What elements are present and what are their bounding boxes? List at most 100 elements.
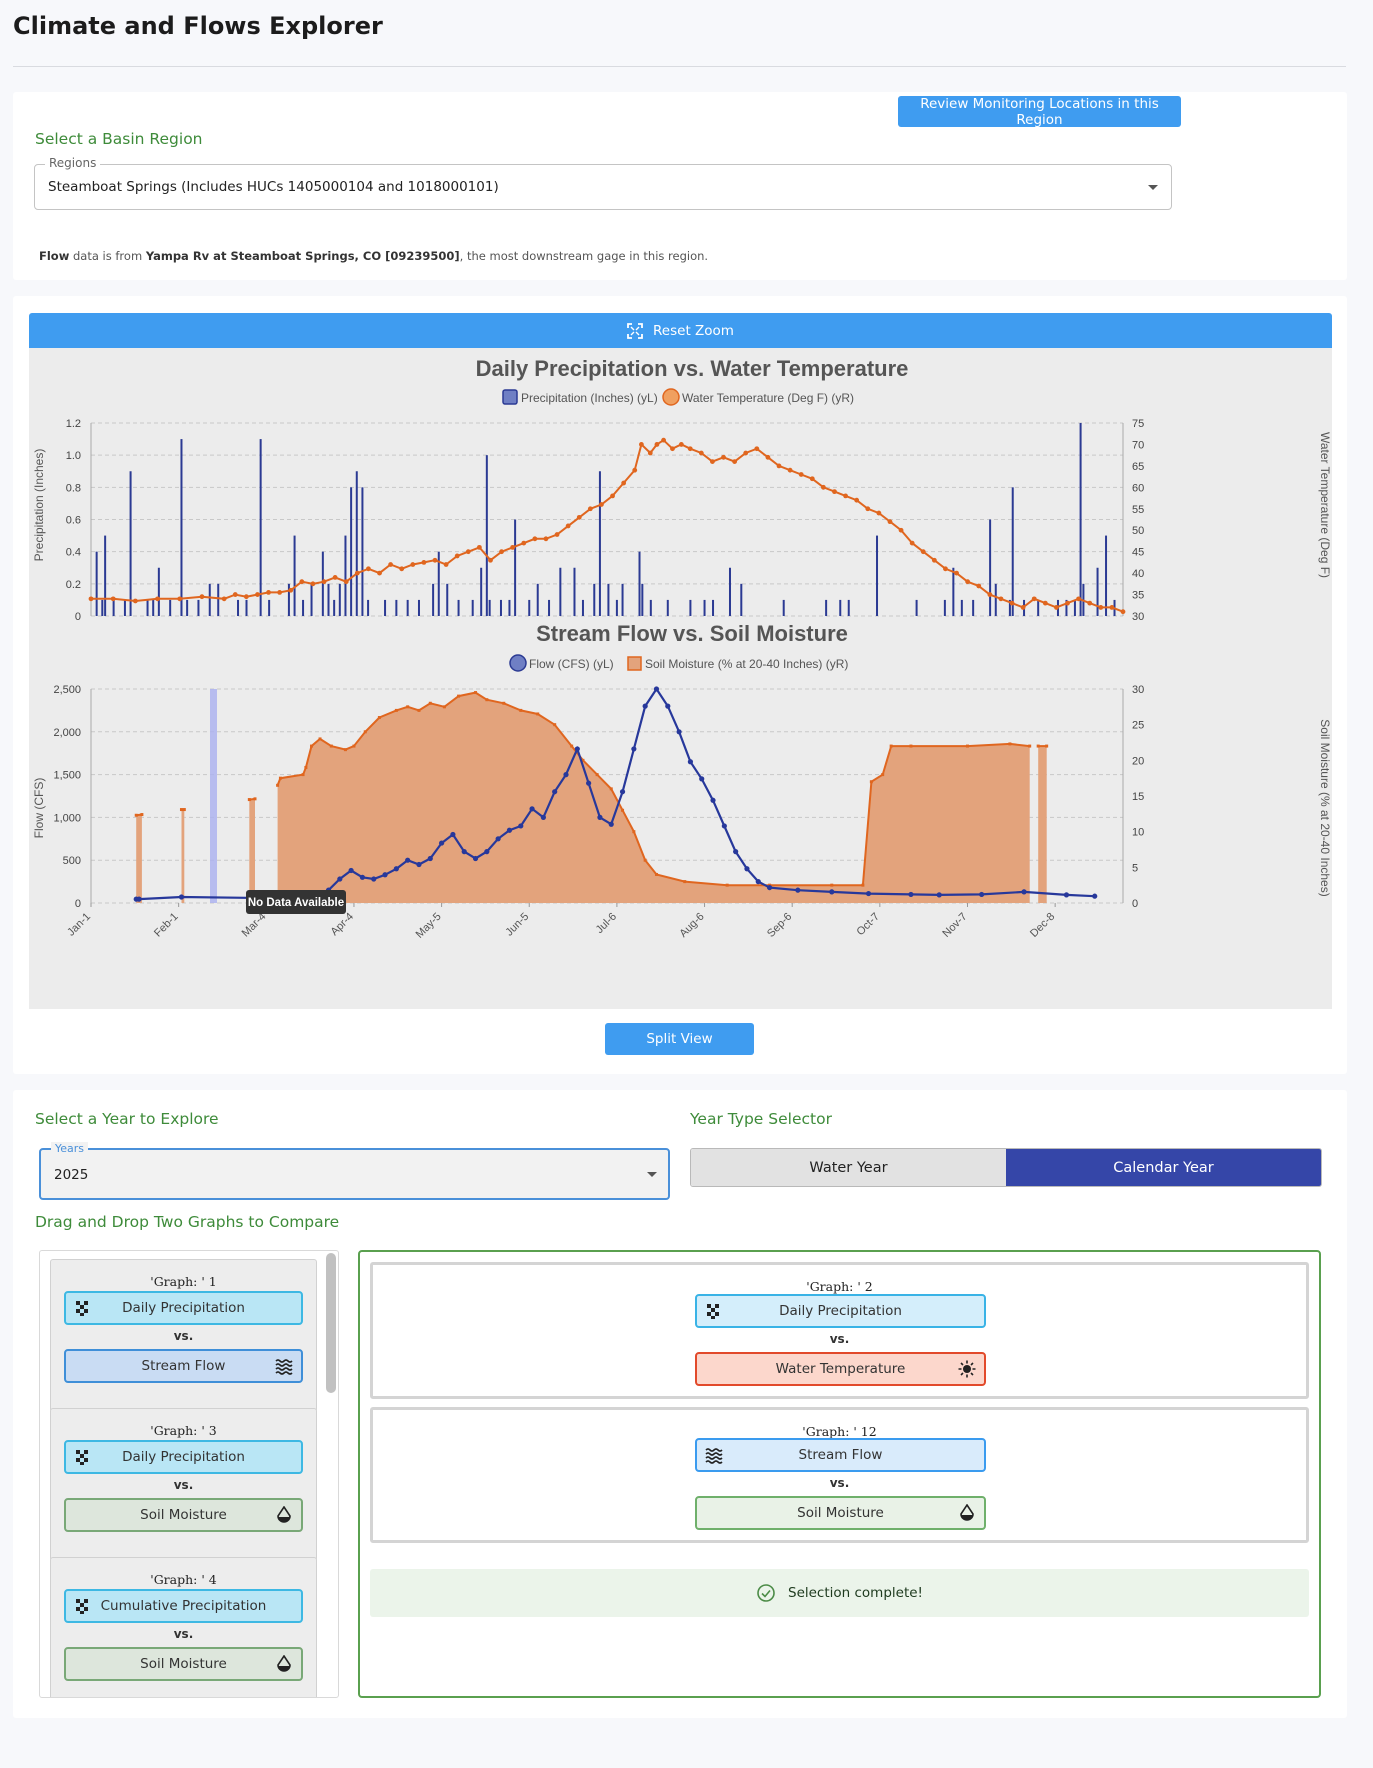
temp-point [1120,609,1126,615]
list-scrollbar[interactable] [326,1253,336,1393]
water-year-toggle[interactable]: Water Year [691,1149,1006,1186]
chip-label: Soil Moisture [797,1505,884,1521]
temp-point [255,592,260,597]
xtick-label: Feb-1 [152,911,181,940]
chart1-title: Daily Precipitation vs. Water Temperatur… [476,356,909,381]
temp-point [854,497,860,503]
selected-graph-2[interactable]: 'Graph: ' 2 Daily Precipitation vs. Wate… [370,1262,1309,1399]
temp-point [898,527,904,533]
sun-icon [958,1360,976,1378]
precip-bar [217,583,220,616]
chip-cumulative-precipitation[interactable]: Cumulative Precipitation [64,1589,303,1623]
chip-daily-precipitation[interactable]: Daily Precipitation [695,1294,986,1328]
chip-label: Soil Moisture [140,1656,227,1672]
y2tick-label: 50 [1132,525,1144,537]
soil-point [247,798,251,802]
graph-card-3[interactable]: 'Graph: ' 3 Daily Precipitation vs. Soil… [50,1408,317,1561]
soil-point [632,830,636,834]
flow-point [574,746,580,752]
precip-bar [1096,567,1099,616]
temp-point [776,463,782,469]
precip-bar [169,599,172,616]
chart-area[interactable]: Daily Precipitation vs. Water Temperatur… [29,348,1332,1009]
temp-point [1098,605,1104,610]
check-circle-icon [757,1584,775,1602]
chevron-down-icon [1148,185,1158,190]
temp-point [221,596,227,602]
soil-point [417,708,421,712]
chip-water-temperature[interactable]: Water Temperature [695,1352,986,1386]
calendar-year-toggle[interactable]: Calendar Year [1006,1149,1321,1186]
soil-point [179,808,183,812]
temp-point [1087,600,1093,606]
chart2-legend-soil[interactable]: Soil Moisture (% at 20-40 Inches) (yR) [645,657,848,671]
selected-graph-12[interactable]: 'Graph: ' 12 Stream Flow vs. Soil Moistu… [370,1407,1309,1543]
soil-point [134,813,138,817]
region-select[interactable]: Regions Steamboat Springs (Includes HUCs… [34,156,1172,210]
chart1-precip-bars[interactable] [95,423,1116,616]
chart2-legend-flow[interactable]: Flow (CFS) (yL) [529,657,614,671]
temp-point [132,598,138,604]
precip-bar [395,599,398,616]
temp-point [876,510,882,516]
compare-card: Select a Year to Explore Year Type Selec… [13,1090,1347,1718]
flow-point [518,823,524,829]
chip-soil-moisture[interactable]: Soil Moisture [64,1498,303,1532]
no-data-band [210,689,217,903]
ytick-label: 0 [75,611,81,623]
temp-point [343,579,349,585]
year-type-toggle: Water Year Calendar Year [690,1148,1322,1187]
temp-point [543,536,549,542]
graph-card-4[interactable]: 'Graph: ' 4 Cumulative Precipitation vs.… [50,1557,317,1697]
precip-bar [437,551,440,616]
charts-svg[interactable]: Daily Precipitation vs. Water Temperatur… [29,348,1332,1009]
chart2-soil-series[interactable] [134,691,1049,903]
flow-point [676,729,682,735]
y2tick-label: 5 [1132,862,1138,874]
temp-point [599,502,604,507]
temp-point [647,450,653,456]
xtick-label: Jun-5 [503,911,531,939]
no-data-tooltip [246,890,346,914]
xtick-label: May-5 [414,911,444,941]
graph-card-title: 'Graph: ' 2 [806,1279,873,1294]
precip-bar [689,599,692,616]
precipitation-icon [76,1599,88,1614]
review-locations-button[interactable]: Review Monitoring Locations in this Regi… [898,96,1181,128]
y2tick-label: 10 [1132,827,1144,839]
precip-bar [104,535,107,616]
temp-point [1020,605,1026,610]
temp-point [310,581,316,587]
chip-stream-flow[interactable]: Stream Flow [64,1349,303,1383]
temp-point [610,493,615,499]
temp-point [454,553,460,559]
chip-soil-moisture[interactable]: Soil Moisture [64,1647,303,1681]
chart2-flow-series[interactable] [133,686,1098,902]
graph-card-1[interactable]: 'Graph: ' 1 Daily Precipitation vs. Stre… [50,1259,317,1412]
chip-stream-flow[interactable]: Stream Flow [695,1438,986,1472]
chip-label: Cumulative Precipitation [100,1598,267,1614]
soil-point [140,813,144,817]
chip-daily-precipitation[interactable]: Daily Precipitation [64,1440,303,1474]
temp-point [787,467,793,473]
drag-heading: Drag and Drop Two Graphs to Compare [35,1213,340,1231]
temp-point [377,570,382,576]
chart1-legend-precip-swatch[interactable] [502,389,518,405]
soil-point [519,708,523,712]
reset-zoom-button[interactable]: Reset Zoom [29,313,1332,348]
xtick-label: Dec-8 [1028,911,1057,940]
chip-daily-precipitation[interactable]: Daily Precipitation [64,1291,303,1325]
chart1-legend-precip[interactable]: Precipitation (Inches) (yL) [521,391,658,405]
temp-point [1065,600,1070,606]
graph-list[interactable]: 'Graph: ' 1 Daily Precipitation vs. Stre… [39,1250,339,1698]
precip-bar [728,567,731,616]
chart1-legend-temp-swatch[interactable] [662,388,680,406]
chart2-legend-soil-swatch[interactable] [627,656,642,671]
chart1-legend-temp[interactable]: Water Temperature (Deg F) (yR) [682,391,854,405]
chart2-legend-flow-swatch[interactable] [509,654,527,672]
chart1-temp-series[interactable] [88,437,1126,615]
chip-soil-moisture[interactable]: Soil Moisture [695,1496,986,1530]
comparison-drop-zone[interactable]: 'Graph: ' 2 Daily Precipitation vs. Wate… [358,1250,1321,1698]
year-select[interactable]: Years 2025 [39,1142,670,1200]
split-view-button[interactable]: Split View [605,1023,754,1055]
